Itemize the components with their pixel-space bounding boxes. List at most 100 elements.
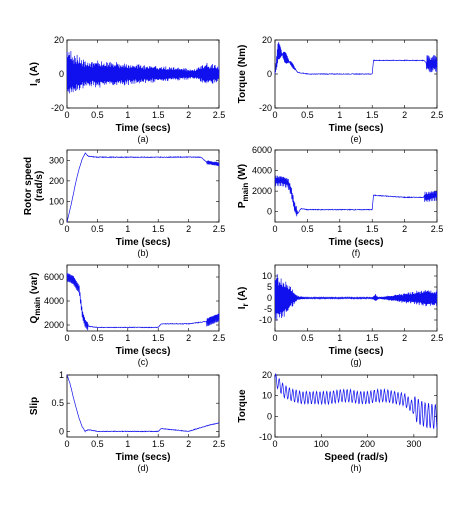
y-axis-label-main: Q	[29, 315, 40, 323]
x-tick-label: 2.5	[213, 110, 226, 120]
plot-frame	[274, 374, 438, 438]
y-axis-label: Rotor speed(rad/s)	[23, 157, 45, 215]
x-tick-label: 2	[402, 224, 407, 234]
y-tick-label: 0	[267, 411, 272, 421]
y-tick-label: 0	[59, 69, 64, 79]
chart-panel-c: 0 0.5 1 1.5 2 2.5 2000 4000 6000 Time (secs)(c) Qm…	[29, 264, 226, 367]
x-tick-label: 0.5	[91, 333, 104, 343]
x-tick-label: 1.5	[152, 439, 165, 449]
x-tick-label: 1	[125, 439, 130, 449]
y-tick-label: 1	[59, 370, 64, 380]
x-tick-label: 0	[64, 333, 69, 343]
x-tick-label: 2.5	[431, 333, 444, 343]
x-tick-label: 2.5	[431, 110, 444, 120]
y-tick-label: -20	[259, 103, 272, 113]
data-series-c	[66, 272, 220, 331]
x-tick-label: 1	[337, 110, 342, 120]
y-axis-label-main: Rotor speed	[23, 157, 34, 215]
y-tick-label: 0	[59, 217, 64, 227]
plot-frame	[66, 149, 220, 223]
x-tick-label: 1.5	[152, 110, 165, 120]
x-tick-label: 1	[125, 224, 130, 234]
data-series-f	[274, 175, 438, 217]
y-tick-label: 200	[49, 176, 64, 186]
y-axis-label-subscript: main	[33, 297, 42, 316]
x-tick-label: 1.5	[366, 110, 379, 120]
x-tick-label: 2.5	[431, 224, 444, 234]
plot-frame	[66, 374, 220, 438]
y-tick-label: 0	[267, 207, 272, 217]
data-series-a	[66, 50, 220, 94]
y-tick-label: -10	[259, 315, 272, 325]
y-tick-label: 100	[49, 196, 64, 206]
x-tick-label: 0.5	[91, 439, 104, 449]
y-axis-label-subscript: a	[33, 78, 42, 83]
x-tick-label: 2	[186, 224, 191, 234]
x-tick-label: 2	[186, 110, 191, 120]
y-tick-label: -10	[259, 432, 272, 442]
x-tick-label: 2	[402, 333, 407, 343]
y-tick-label: 10	[262, 271, 272, 281]
y-tick-label: 0	[267, 69, 272, 79]
y-axis-label-main: Torque	[237, 389, 248, 423]
x-tick-label: 300	[406, 439, 421, 449]
data-series-h	[274, 372, 438, 430]
y-axis-label: Torque	[237, 389, 248, 423]
x-tick-label: 0.5	[301, 333, 314, 343]
x-axis-label: Time (secs)	[329, 237, 384, 248]
y-tick-label: 20	[54, 35, 64, 45]
y-axis-label: Ir (A)	[237, 287, 250, 310]
panel-caption: (h)	[351, 463, 362, 473]
x-tick-label: 1	[337, 333, 342, 343]
y-tick-label: -5	[264, 304, 272, 314]
y-axis-label-unit: (var)	[29, 273, 40, 297]
x-tick-label: 0	[64, 439, 69, 449]
x-tick-label: 2	[186, 439, 191, 449]
x-tick-label: 0	[272, 439, 277, 449]
y-tick-label: 0	[59, 426, 64, 436]
panel-caption: (b)	[138, 248, 149, 258]
y-tick-label: 6000	[44, 272, 64, 282]
x-tick-label: 0	[272, 110, 277, 120]
y-axis-label-main: Torque (Nm)	[237, 45, 248, 104]
x-tick-label: 0	[272, 224, 277, 234]
x-tick-label: 1	[337, 224, 342, 234]
x-axis-label: Time (secs)	[329, 346, 384, 357]
y-tick-label: 20	[262, 35, 272, 45]
x-tick-label: 0.5	[301, 224, 314, 234]
x-axis-label: Time (secs)	[116, 346, 171, 357]
x-tick-label: 1	[125, 110, 130, 120]
x-tick-label: 0	[64, 110, 69, 120]
x-tick-label: 2.5	[213, 439, 226, 449]
y-axis-label-subscript: r	[241, 303, 250, 306]
x-tick-label: 200	[360, 439, 375, 449]
y-axis-label: Pmain (W)	[237, 164, 250, 208]
y-axis-label: Torque (Nm)	[237, 45, 248, 104]
y-tick-label: 0.5	[51, 398, 64, 408]
y-tick-label: 4000	[252, 166, 272, 176]
x-tick-label: 1.5	[152, 224, 165, 234]
y-axis-label-unit: (A)	[237, 287, 248, 304]
chart-panel-f: 0 0.5 1 1.5 2 2.5 0 2000 4000 6000 Time (secs)(f) P…	[237, 145, 443, 258]
x-axis-label: Time (secs)	[116, 452, 171, 463]
y-tick-label: 2000	[44, 320, 64, 330]
x-tick-label: 2.5	[213, 333, 226, 343]
x-tick-label: 2.5	[213, 224, 226, 234]
y-axis-label: Slip	[29, 397, 40, 415]
x-tick-label: 0	[272, 333, 277, 343]
panel-caption: (f)	[352, 248, 361, 258]
y-axis-label: Qmain (var)	[29, 273, 42, 324]
x-tick-label: 100	[314, 439, 329, 449]
panel-caption: (d)	[138, 463, 149, 473]
plot-frame	[66, 264, 220, 332]
x-tick-label: 0.5	[301, 110, 314, 120]
y-axis-label: Ia (A)	[29, 62, 42, 86]
y-axis-label-main: P	[237, 201, 248, 208]
y-axis-label-unit: (rad/s)	[34, 171, 45, 202]
data-series-b	[66, 152, 220, 223]
y-tick-label: 10	[262, 391, 272, 401]
